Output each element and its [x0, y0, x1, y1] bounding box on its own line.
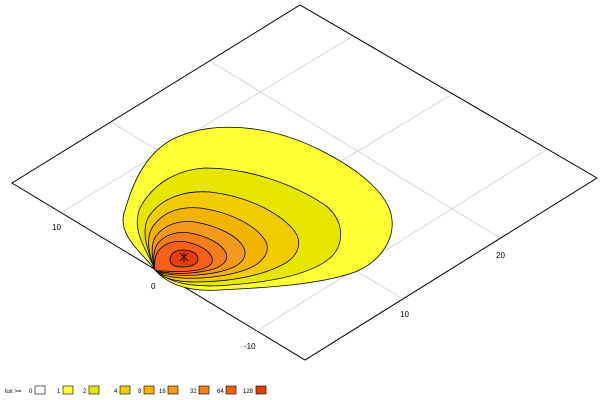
axis-tick-labels: 10 0 -10 10 20 — [52, 223, 505, 351]
legend-label-1: 1 — [57, 389, 61, 395]
legend-label-8: 128 — [243, 389, 254, 395]
x-tick-10: 10 — [400, 310, 409, 319]
legend-swatch-8 — [255, 385, 267, 395]
legend-swatch-4 — [143, 385, 155, 395]
legend-label-6: 32 — [190, 389, 197, 395]
legend-label-4: 8 — [138, 389, 142, 395]
legend-label-0: 0 — [29, 389, 33, 395]
legend-swatch-0 — [34, 385, 46, 395]
legend-swatch-1 — [62, 385, 74, 395]
x-tick-20: 20 — [496, 251, 505, 260]
legend-label-7: 64 — [217, 389, 224, 395]
legend-swatch-3 — [119, 385, 131, 395]
contour-bands — [122, 126, 393, 291]
legend-swatch-5 — [167, 385, 179, 395]
y-tick-10: 10 — [52, 223, 61, 232]
legend-label-2: 2 — [83, 389, 87, 395]
light-source-marker — [179, 252, 189, 262]
legend-swatch-6 — [198, 385, 210, 395]
legend-swatch-2 — [88, 385, 100, 395]
y-tick-0: 0 — [151, 282, 156, 291]
y-tick-neg10: -10 — [244, 342, 256, 351]
legend-title: lux >= — [5, 389, 22, 395]
legend-label-5: 16 — [159, 389, 166, 395]
legend-label-3: 4 — [114, 389, 118, 395]
legend: lux >= 0 1 2 4 8 16 32 64 128 — [5, 385, 267, 395]
legend-swatch-7 — [225, 385, 237, 395]
